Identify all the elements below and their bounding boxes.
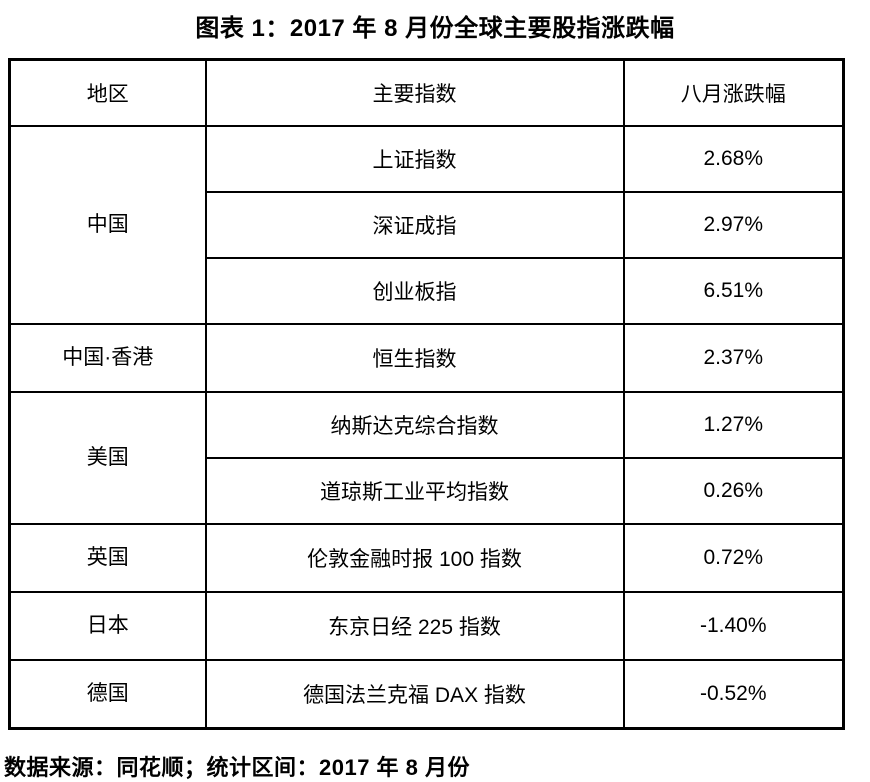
table-row: 深证成指 2.97% [10, 190, 845, 259]
index-cell: 伦敦金融时报 100 指数 [204, 522, 625, 593]
index-cell: 东京日经 225 指数 [204, 590, 625, 661]
header-region: 地区 [8, 58, 207, 127]
region-label: 德国 [86, 681, 129, 705]
table-row: 创业板指 6.51% [10, 256, 845, 325]
change-cell: -1.40% [622, 590, 845, 661]
change-cell: 2.37% [622, 322, 845, 393]
change-cell: 1.27% [622, 390, 845, 459]
region-cell: 日本 [8, 590, 207, 661]
region-label: 中国 [86, 212, 129, 236]
table-row: 道琼斯工业平均指数 0.26% [10, 456, 845, 525]
table-row: 美国 纳斯达克综合指数 1.27% [8, 390, 845, 525]
header-index: 主要指数 [204, 58, 625, 127]
region-label: 英国 [86, 545, 129, 569]
table-row: 英国 伦敦金融时报 100 指数 0.72% [8, 522, 845, 593]
index-cell: 恒生指数 [204, 322, 625, 393]
table-row: 日本 东京日经 225 指数 -1.40% [8, 590, 845, 661]
change-cell: 0.72% [622, 522, 845, 593]
change-cell: 2.68% [622, 124, 845, 193]
region-cell: 中国 [8, 124, 207, 325]
table-row: 德国 德国法兰克福 DAX 指数 -0.52% [8, 658, 845, 729]
change-cell: 6.51% [622, 256, 845, 325]
header-row: 地区 主要指数 八月涨跌幅 [8, 58, 845, 127]
index-cell: 深证成指 [204, 190, 625, 259]
chart-title: 图表 1：2017 年 8 月份全球主要股指涨跌幅 [195, 15, 675, 42]
region-cell: 英国 [8, 522, 207, 593]
change-cell: -0.52% [622, 658, 845, 729]
region-label: 美国 [86, 445, 129, 469]
table-row: 中国·香港 恒生指数 2.37% [8, 322, 845, 393]
index-cell: 纳斯达克综合指数 [204, 390, 625, 459]
region-label: 日本 [86, 613, 129, 637]
region-cell: 美国 [8, 390, 207, 525]
index-cell: 道琼斯工业平均指数 [204, 456, 625, 525]
region-label: 中国·香港 [62, 345, 154, 369]
source-note: 数据来源：同花顺；统计区间：2017 年 8 月份 [4, 754, 471, 780]
region-cell: 德国 [8, 658, 207, 729]
index-cell: 上证指数 [204, 124, 625, 193]
table-row: 中国 上证指数 2.68% [8, 124, 845, 325]
index-cell: 德国法兰克福 DAX 指数 [204, 658, 625, 729]
region-cell: 中国·香港 [8, 322, 207, 393]
index-cell: 创业板指 [204, 256, 625, 325]
change-cell: 2.97% [622, 190, 845, 259]
header-change: 八月涨跌幅 [622, 58, 845, 127]
change-cell: 0.26% [622, 456, 845, 525]
index-table: 地区 主要指数 八月涨跌幅 中国 上证指数 2.68% 深证成指 2.97% 创… [8, 58, 845, 730]
